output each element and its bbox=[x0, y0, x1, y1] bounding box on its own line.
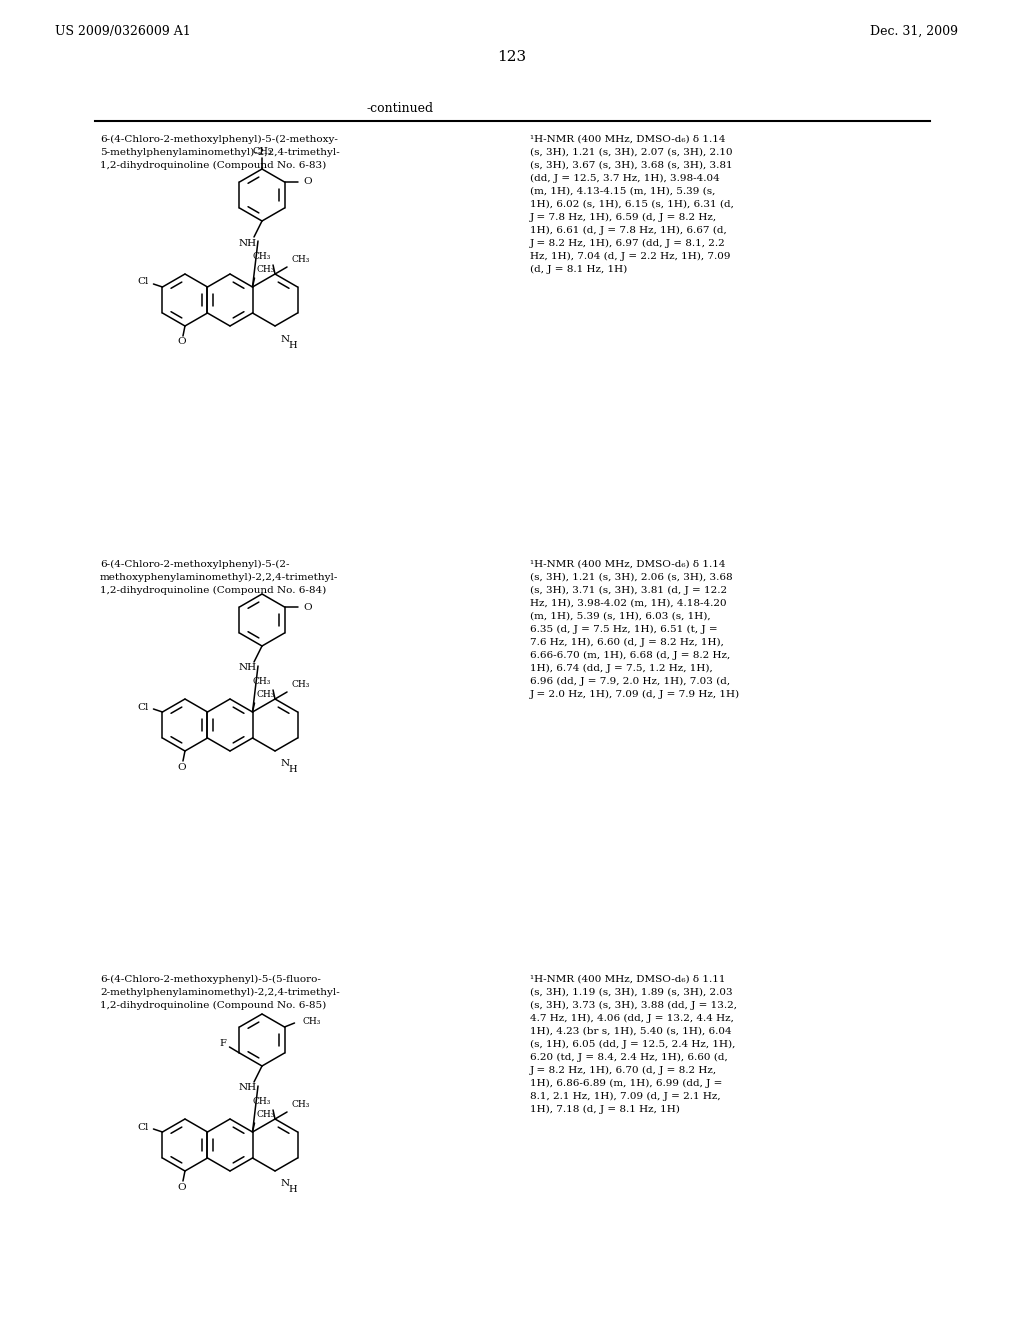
Text: 1,2-dihydroquinoline (Compound No. 6-83): 1,2-dihydroquinoline (Compound No. 6-83) bbox=[100, 161, 327, 170]
Text: O: O bbox=[303, 602, 312, 611]
Text: 6.20 (td, J = 8.4, 2.4 Hz, 1H), 6.60 (d,: 6.20 (td, J = 8.4, 2.4 Hz, 1H), 6.60 (d, bbox=[530, 1053, 728, 1063]
Text: -continued: -continued bbox=[367, 102, 433, 115]
Text: O: O bbox=[177, 338, 186, 346]
Text: ¹H-NMR (400 MHz, DMSO-d₆) δ 1.14: ¹H-NMR (400 MHz, DMSO-d₆) δ 1.14 bbox=[530, 560, 725, 569]
Text: J = 8.2 Hz, 1H), 6.97 (dd, J = 8.1, 2.2: J = 8.2 Hz, 1H), 6.97 (dd, J = 8.1, 2.2 bbox=[530, 239, 726, 248]
Text: Hz, 1H), 7.04 (d, J = 2.2 Hz, 1H), 7.09: Hz, 1H), 7.04 (d, J = 2.2 Hz, 1H), 7.09 bbox=[530, 252, 730, 261]
Text: 6.96 (dd, J = 7.9, 2.0 Hz, 1H), 7.03 (d,: 6.96 (dd, J = 7.9, 2.0 Hz, 1H), 7.03 (d, bbox=[530, 677, 730, 686]
Text: (d, J = 8.1 Hz, 1H): (d, J = 8.1 Hz, 1H) bbox=[530, 265, 628, 275]
Text: NH: NH bbox=[239, 1084, 257, 1093]
Text: ¹H-NMR (400 MHz, DMSO-d₆) δ 1.14: ¹H-NMR (400 MHz, DMSO-d₆) δ 1.14 bbox=[530, 135, 725, 144]
Text: Cl: Cl bbox=[137, 702, 148, 711]
Text: Cl: Cl bbox=[137, 277, 148, 286]
Text: (m, 1H), 4.13-4.15 (m, 1H), 5.39 (s,: (m, 1H), 4.13-4.15 (m, 1H), 5.39 (s, bbox=[530, 187, 716, 195]
Text: 4.7 Hz, 1H), 4.06 (dd, J = 13.2, 4.4 Hz,: 4.7 Hz, 1H), 4.06 (dd, J = 13.2, 4.4 Hz, bbox=[530, 1014, 734, 1023]
Text: H: H bbox=[288, 1185, 297, 1195]
Text: H: H bbox=[288, 766, 297, 775]
Text: NH: NH bbox=[239, 664, 257, 672]
Text: J = 2.0 Hz, 1H), 7.09 (d, J = 7.9 Hz, 1H): J = 2.0 Hz, 1H), 7.09 (d, J = 7.9 Hz, 1H… bbox=[530, 690, 740, 700]
Text: 6.66-6.70 (m, 1H), 6.68 (d, J = 8.2 Hz,: 6.66-6.70 (m, 1H), 6.68 (d, J = 8.2 Hz, bbox=[530, 651, 730, 660]
Text: N: N bbox=[280, 759, 289, 768]
Text: 1H), 6.74 (dd, J = 7.5, 1.2 Hz, 1H),: 1H), 6.74 (dd, J = 7.5, 1.2 Hz, 1H), bbox=[530, 664, 713, 673]
Text: CH₃: CH₃ bbox=[291, 1100, 309, 1109]
Text: CH₃: CH₃ bbox=[291, 255, 309, 264]
Text: CH₃: CH₃ bbox=[257, 265, 274, 275]
Text: US 2009/0326009 A1: US 2009/0326009 A1 bbox=[55, 25, 190, 38]
Text: 6.35 (d, J = 7.5 Hz, 1H), 6.51 (t, J =: 6.35 (d, J = 7.5 Hz, 1H), 6.51 (t, J = bbox=[530, 624, 718, 634]
Text: 8.1, 2.1 Hz, 1H), 7.09 (d, J = 2.1 Hz,: 8.1, 2.1 Hz, 1H), 7.09 (d, J = 2.1 Hz, bbox=[530, 1092, 721, 1101]
Text: (s, 3H), 3.71 (s, 3H), 3.81 (d, J = 12.2: (s, 3H), 3.71 (s, 3H), 3.81 (d, J = 12.2 bbox=[530, 586, 727, 595]
Text: CH₃: CH₃ bbox=[257, 690, 274, 700]
Text: CH₃: CH₃ bbox=[253, 252, 271, 261]
Text: 7.6 Hz, 1H), 6.60 (d, J = 8.2 Hz, 1H),: 7.6 Hz, 1H), 6.60 (d, J = 8.2 Hz, 1H), bbox=[530, 638, 724, 647]
Text: methoxyphenylaminomethyl)-2,2,4-trimethyl-: methoxyphenylaminomethyl)-2,2,4-trimethy… bbox=[100, 573, 338, 582]
Text: J = 7.8 Hz, 1H), 6.59 (d, J = 8.2 Hz,: J = 7.8 Hz, 1H), 6.59 (d, J = 8.2 Hz, bbox=[530, 213, 717, 222]
Text: 1H), 6.86-6.89 (m, 1H), 6.99 (dd, J =: 1H), 6.86-6.89 (m, 1H), 6.99 (dd, J = bbox=[530, 1078, 722, 1088]
Text: 1H), 7.18 (d, J = 8.1 Hz, 1H): 1H), 7.18 (d, J = 8.1 Hz, 1H) bbox=[530, 1105, 680, 1114]
Text: Cl: Cl bbox=[137, 1122, 148, 1131]
Text: N: N bbox=[280, 1180, 289, 1188]
Text: 2-methylphenylaminomethyl)-2,2,4-trimethyl-: 2-methylphenylaminomethyl)-2,2,4-trimeth… bbox=[100, 987, 340, 997]
Text: (dd, J = 12.5, 3.7 Hz, 1H), 3.98-4.04: (dd, J = 12.5, 3.7 Hz, 1H), 3.98-4.04 bbox=[530, 174, 720, 183]
Text: J = 8.2 Hz, 1H), 6.70 (d, J = 8.2 Hz,: J = 8.2 Hz, 1H), 6.70 (d, J = 8.2 Hz, bbox=[530, 1067, 717, 1074]
Text: O: O bbox=[303, 177, 312, 186]
Text: O: O bbox=[177, 763, 186, 771]
Text: (s, 3H), 1.21 (s, 3H), 2.07 (s, 3H), 2.10: (s, 3H), 1.21 (s, 3H), 2.07 (s, 3H), 2.1… bbox=[530, 148, 732, 157]
Text: (s, 3H), 3.73 (s, 3H), 3.88 (dd, J = 13.2,: (s, 3H), 3.73 (s, 3H), 3.88 (dd, J = 13.… bbox=[530, 1001, 737, 1010]
Text: 1,2-dihydroquinoline (Compound No. 6-85): 1,2-dihydroquinoline (Compound No. 6-85) bbox=[100, 1001, 327, 1010]
Text: (s, 3H), 1.19 (s, 3H), 1.89 (s, 3H), 2.03: (s, 3H), 1.19 (s, 3H), 1.89 (s, 3H), 2.0… bbox=[530, 987, 732, 997]
Text: H: H bbox=[288, 341, 297, 350]
Text: Dec. 31, 2009: Dec. 31, 2009 bbox=[870, 25, 958, 38]
Text: (s, 3H), 3.67 (s, 3H), 3.68 (s, 3H), 3.81: (s, 3H), 3.67 (s, 3H), 3.68 (s, 3H), 3.8… bbox=[530, 161, 732, 170]
Text: 6-(4-Chloro-2-methoxylphenyl)-5-(2-: 6-(4-Chloro-2-methoxylphenyl)-5-(2- bbox=[100, 560, 290, 569]
Text: CH₃: CH₃ bbox=[253, 677, 271, 686]
Text: N: N bbox=[280, 334, 289, 343]
Text: (s, 3H), 1.21 (s, 3H), 2.06 (s, 3H), 3.68: (s, 3H), 1.21 (s, 3H), 2.06 (s, 3H), 3.6… bbox=[530, 573, 732, 582]
Text: O: O bbox=[177, 1183, 186, 1192]
Text: (m, 1H), 5.39 (s, 1H), 6.03 (s, 1H),: (m, 1H), 5.39 (s, 1H), 6.03 (s, 1H), bbox=[530, 612, 711, 620]
Text: 1H), 6.02 (s, 1H), 6.15 (s, 1H), 6.31 (d,: 1H), 6.02 (s, 1H), 6.15 (s, 1H), 6.31 (d… bbox=[530, 201, 734, 209]
Text: 123: 123 bbox=[498, 50, 526, 63]
Text: CH₃: CH₃ bbox=[302, 1016, 321, 1026]
Text: CH₃: CH₃ bbox=[253, 1097, 271, 1106]
Text: 1H), 6.61 (d, J = 7.8 Hz, 1H), 6.67 (d,: 1H), 6.61 (d, J = 7.8 Hz, 1H), 6.67 (d, bbox=[530, 226, 727, 235]
Text: CH₃: CH₃ bbox=[252, 148, 272, 157]
Text: 1,2-dihydroquinoline (Compound No. 6-84): 1,2-dihydroquinoline (Compound No. 6-84) bbox=[100, 586, 327, 595]
Text: Hz, 1H), 3.98-4.02 (m, 1H), 4.18-4.20: Hz, 1H), 3.98-4.02 (m, 1H), 4.18-4.20 bbox=[530, 599, 727, 609]
Text: CH₃: CH₃ bbox=[257, 1110, 274, 1119]
Text: 6-(4-Chloro-2-methoxylphenyl)-5-(2-methoxy-: 6-(4-Chloro-2-methoxylphenyl)-5-(2-metho… bbox=[100, 135, 338, 144]
Text: (s, 1H), 6.05 (dd, J = 12.5, 2.4 Hz, 1H),: (s, 1H), 6.05 (dd, J = 12.5, 2.4 Hz, 1H)… bbox=[530, 1040, 735, 1049]
Text: CH₃: CH₃ bbox=[291, 680, 309, 689]
Text: ¹H-NMR (400 MHz, DMSO-d₆) δ 1.11: ¹H-NMR (400 MHz, DMSO-d₆) δ 1.11 bbox=[530, 975, 725, 983]
Text: F: F bbox=[219, 1040, 226, 1048]
Text: 1H), 4.23 (br s, 1H), 5.40 (s, 1H), 6.04: 1H), 4.23 (br s, 1H), 5.40 (s, 1H), 6.04 bbox=[530, 1027, 731, 1036]
Text: 6-(4-Chloro-2-methoxyphenyl)-5-(5-fluoro-: 6-(4-Chloro-2-methoxyphenyl)-5-(5-fluoro… bbox=[100, 975, 321, 985]
Text: 5-methylphenylaminomethyl)-2,2,4-trimethyl-: 5-methylphenylaminomethyl)-2,2,4-trimeth… bbox=[100, 148, 340, 157]
Text: NH: NH bbox=[239, 239, 257, 248]
